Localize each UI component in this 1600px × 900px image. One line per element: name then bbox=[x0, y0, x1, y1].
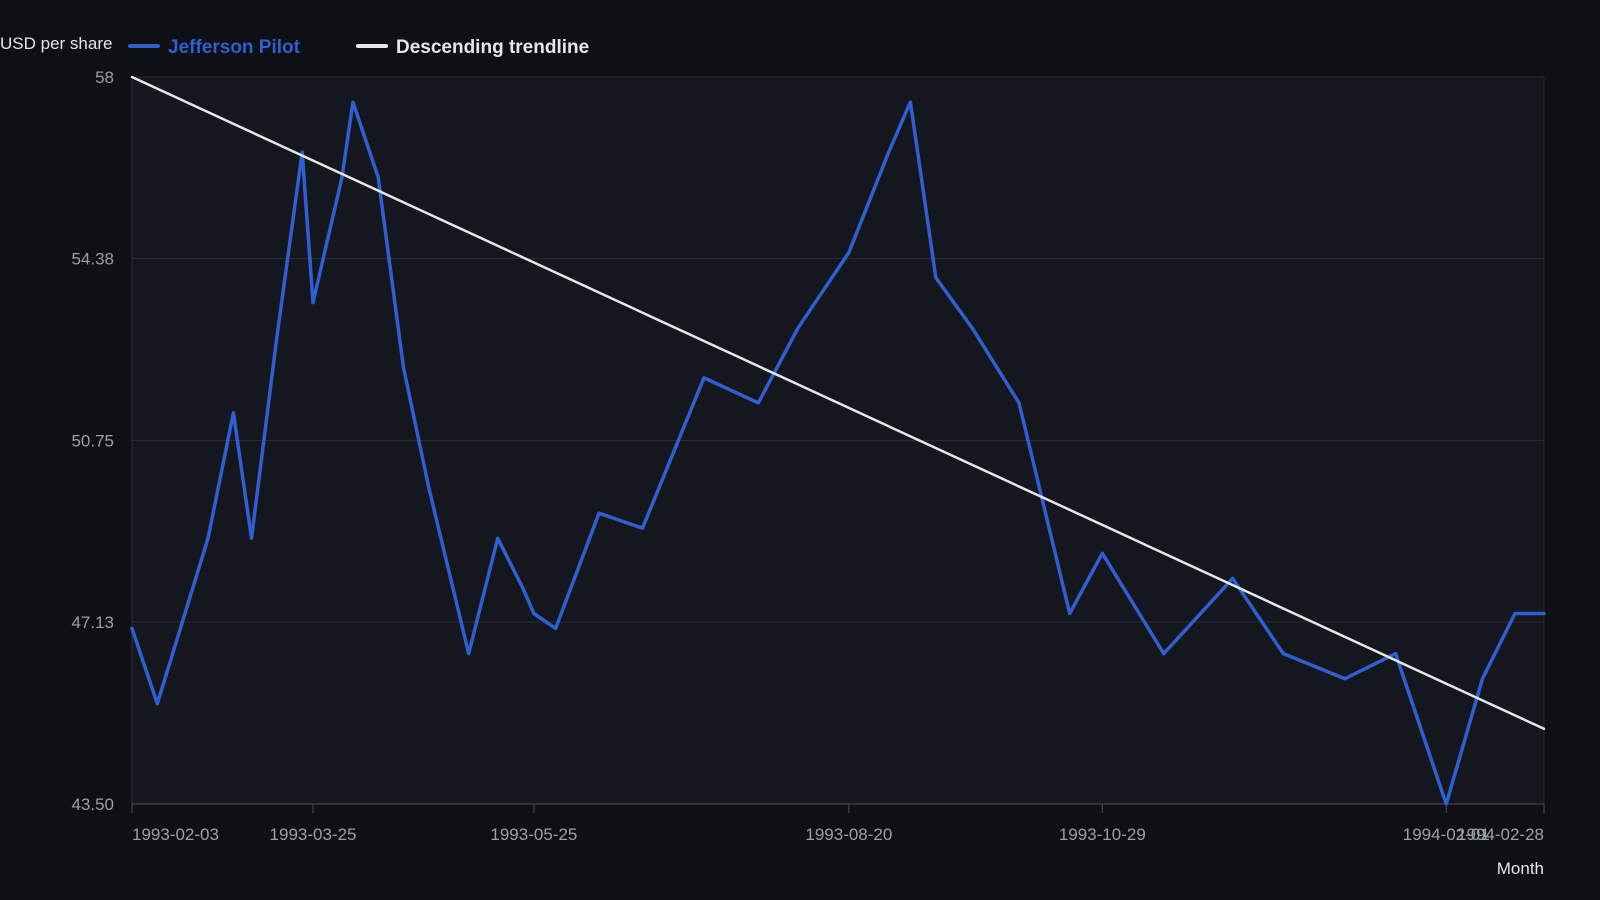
y-axis-label: USD per share bbox=[0, 34, 112, 53]
y-tick-label: 47.13 bbox=[71, 613, 114, 632]
x-tick-label: 1993-10-29 bbox=[1059, 825, 1146, 844]
legend-item-label: Jefferson Pilot bbox=[168, 37, 301, 58]
y-tick-label: 43.50 bbox=[71, 795, 114, 814]
x-tick-label: 1994-02-01 bbox=[1403, 825, 1490, 844]
y-tick-label: 50.75 bbox=[71, 432, 114, 451]
axes: 43.50 47.13 50.75 54.38 58 1993-02-03 1993-03-… bbox=[71, 68, 1545, 844]
x-tick-label: 1993-03-25 bbox=[270, 825, 357, 844]
y-tick-label: 54.38 bbox=[71, 249, 114, 268]
y-tick-label: 58 bbox=[95, 68, 114, 87]
x-axis-label: Month bbox=[1497, 859, 1544, 878]
series-line-1 bbox=[130, 100, 1546, 806]
legend-item-label: Descending trendline bbox=[396, 37, 589, 58]
x-tick-label: 1993-02-03 bbox=[132, 825, 219, 844]
x-tick-label: 1993-05-25 bbox=[490, 825, 577, 844]
x-tick-label: 1994-02-28 bbox=[1457, 825, 1544, 844]
x-tick-label: 1993-08-20 bbox=[805, 825, 892, 844]
legend: Jefferson Pilot Descending trendline bbox=[128, 37, 589, 58]
series-lines bbox=[130, 75, 1546, 806]
series-line-2 bbox=[130, 75, 1546, 731]
